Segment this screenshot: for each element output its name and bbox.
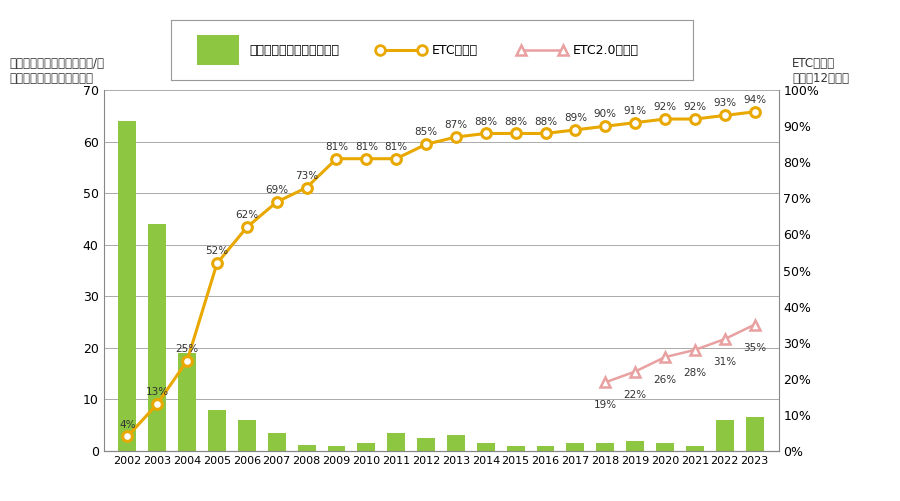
Text: 35%: 35% xyxy=(743,343,766,353)
Bar xyxy=(686,446,704,451)
Text: 25%: 25% xyxy=(176,344,199,354)
Bar xyxy=(745,417,763,451)
Text: 62%: 62% xyxy=(235,210,258,220)
Text: 湋滞損失時間（交通集中）: 湋滞損失時間（交通集中） xyxy=(249,44,339,57)
Text: ETC利用率: ETC利用率 xyxy=(432,44,478,57)
Bar xyxy=(477,443,495,451)
Text: 88%: 88% xyxy=(474,117,498,127)
Text: ETC2.0利用率: ETC2.0利用率 xyxy=(573,44,639,57)
Bar xyxy=(597,443,614,451)
Text: 89%: 89% xyxy=(563,113,587,123)
Text: 88%: 88% xyxy=(534,117,557,127)
Text: 92%: 92% xyxy=(683,102,706,112)
Text: 91%: 91% xyxy=(624,106,647,116)
Text: 94%: 94% xyxy=(743,95,766,105)
Text: 85%: 85% xyxy=(415,127,437,137)
Text: ETC利用率
（各年12月値）: ETC利用率 （各年12月値） xyxy=(792,57,849,85)
Bar xyxy=(507,446,525,451)
Text: 73%: 73% xyxy=(295,171,319,181)
Bar xyxy=(208,410,226,451)
Text: 26%: 26% xyxy=(653,375,677,385)
Bar xyxy=(357,443,375,451)
Bar xyxy=(238,420,256,451)
Bar xyxy=(387,433,405,451)
Bar xyxy=(566,443,584,451)
Bar xyxy=(148,224,166,451)
Text: 28%: 28% xyxy=(683,368,706,378)
Text: 19%: 19% xyxy=(594,400,616,410)
Text: 4%: 4% xyxy=(119,419,136,429)
FancyBboxPatch shape xyxy=(197,35,238,65)
Bar xyxy=(656,443,674,451)
Bar xyxy=(178,353,196,451)
Text: 22%: 22% xyxy=(624,390,647,400)
Text: 13%: 13% xyxy=(146,387,169,397)
Text: 81%: 81% xyxy=(325,142,348,152)
Bar xyxy=(328,446,346,451)
Bar xyxy=(626,440,644,451)
Text: 93%: 93% xyxy=(713,99,736,109)
Text: 87%: 87% xyxy=(445,120,467,130)
Text: 88%: 88% xyxy=(504,117,527,127)
Text: 81%: 81% xyxy=(384,142,408,152)
Text: 92%: 92% xyxy=(653,102,677,112)
Bar xyxy=(119,121,137,451)
Bar xyxy=(268,433,285,451)
Text: 90%: 90% xyxy=(594,109,616,119)
Bar xyxy=(417,438,435,451)
Text: 31%: 31% xyxy=(713,357,736,367)
Bar xyxy=(447,435,465,451)
Text: 52%: 52% xyxy=(205,246,229,257)
Text: 81%: 81% xyxy=(355,142,378,152)
Bar xyxy=(536,446,554,451)
Text: 湋滞損失時間：万台・時間/年
（料金所に起因する湋滞）: 湋滞損失時間：万台・時間/年 （料金所に起因する湋滞） xyxy=(9,57,104,85)
Text: 69%: 69% xyxy=(266,185,288,195)
Bar xyxy=(716,420,733,451)
Bar xyxy=(298,445,316,451)
